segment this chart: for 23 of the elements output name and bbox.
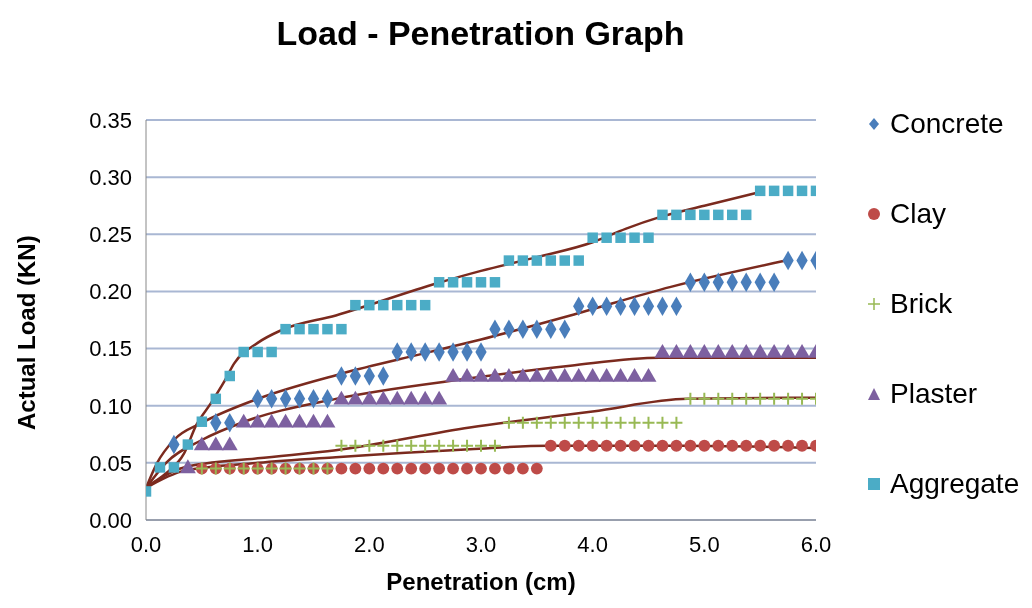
legend-label: Aggregate xyxy=(890,468,1020,500)
y-tick-label: 0.15 xyxy=(89,336,132,362)
y-tick-label: 0.05 xyxy=(89,450,132,476)
legend-label: Plaster xyxy=(890,378,978,410)
y-axis-title: Actual Load (KN) xyxy=(12,235,40,430)
y-tick-label: 0.10 xyxy=(89,393,132,419)
x-tick-label: 1.0 xyxy=(242,531,273,557)
x-tick-label: 5.0 xyxy=(689,531,720,557)
x-tick-label: 4.0 xyxy=(577,531,608,557)
y-tick-label: 0.00 xyxy=(89,507,132,533)
y-tick-label: 0.30 xyxy=(89,164,132,190)
x-tick-label: 2.0 xyxy=(354,531,385,557)
y-tick-label: 0.35 xyxy=(89,107,132,133)
x-tick-label: 3.0 xyxy=(465,531,497,557)
legend-label: Clay xyxy=(890,198,947,230)
x-axis-title: Penetration (cm) xyxy=(386,568,576,595)
y-tick-label: 0.25 xyxy=(89,222,132,248)
x-tick-label: 6.0 xyxy=(800,531,832,557)
y-tick-label: 0.20 xyxy=(89,279,132,305)
chart-title: Load - Penetration Graph xyxy=(275,14,686,53)
x-tick-label: 0.0 xyxy=(130,531,162,557)
legend-label: Concrete xyxy=(890,108,1004,140)
legend-label: Brick xyxy=(890,288,953,320)
